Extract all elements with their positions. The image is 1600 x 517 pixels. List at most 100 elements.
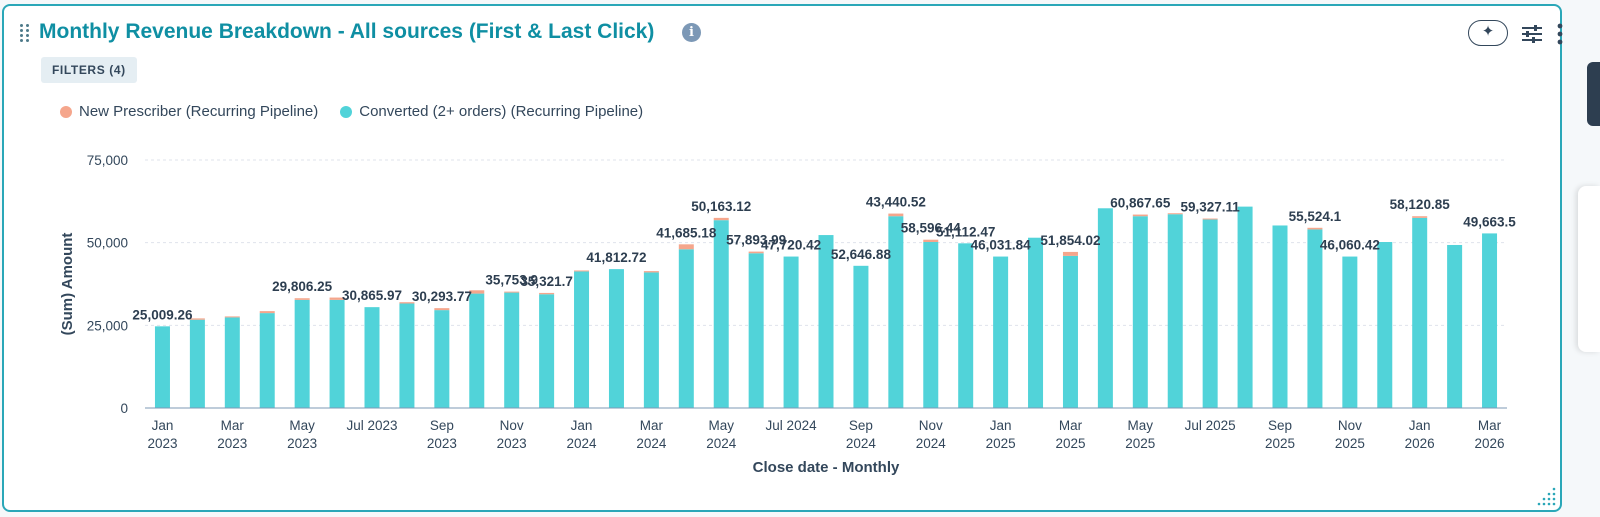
bar-new-prescriber bbox=[294, 298, 310, 300]
x-tick-label: Jul 2025 bbox=[1185, 418, 1236, 433]
legend-swatch-new-prescriber bbox=[60, 105, 72, 118]
bar-converted bbox=[1132, 216, 1148, 408]
x-tick-label: Jan bbox=[152, 418, 174, 433]
report-title: Monthly Revenue Breakdown - All sources … bbox=[39, 20, 655, 43]
bar-new-prescriber bbox=[713, 217, 729, 221]
bar-converted bbox=[1167, 214, 1183, 408]
sliders-icon[interactable] bbox=[1521, 24, 1543, 44]
bar-converted bbox=[294, 299, 310, 408]
legend-label: Converted (2+ orders) (Recurring Pipelin… bbox=[359, 103, 644, 120]
sparkle-icon[interactable]: ✦ bbox=[1468, 20, 1508, 46]
bar-converted bbox=[189, 319, 205, 408]
data-label: 43,440.52 bbox=[866, 195, 926, 210]
x-tick-label: May bbox=[289, 418, 315, 433]
x-tick-label: 2023 bbox=[287, 436, 317, 451]
bar-converted bbox=[469, 293, 485, 408]
x-tick-label: Sep bbox=[849, 418, 873, 433]
y-tick-label: 0 bbox=[120, 401, 128, 416]
bar-converted bbox=[923, 242, 939, 408]
x-tick-label: Nov bbox=[919, 418, 943, 433]
resize-handle-icon[interactable] bbox=[1532, 486, 1558, 510]
x-tick-label: 2024 bbox=[636, 436, 667, 451]
data-label: 30,293.77 bbox=[412, 289, 472, 304]
data-label: 51,854.02 bbox=[1040, 233, 1100, 248]
bar-new-prescriber bbox=[678, 244, 694, 250]
data-label: 25,009.26 bbox=[132, 307, 193, 322]
x-tick-label: 2023 bbox=[427, 436, 457, 451]
bar-converted bbox=[643, 272, 659, 408]
x-tick-label: Sep bbox=[1268, 418, 1292, 433]
bar-new-prescriber bbox=[469, 290, 485, 294]
x-tick-label: 2023 bbox=[497, 436, 527, 451]
legend-label: New Prescriber (Recurring Pipeline) bbox=[79, 103, 319, 120]
more-vertical-icon[interactable] bbox=[1557, 23, 1563, 45]
bar-new-prescriber bbox=[224, 316, 240, 318]
legend-item-new-prescriber[interactable]: New Prescriber (Recurring Pipeline) bbox=[60, 103, 318, 120]
bar-converted bbox=[434, 310, 450, 408]
bar-new-prescriber bbox=[539, 292, 555, 295]
side-panel bbox=[1578, 186, 1600, 352]
data-label: 57,893.99 bbox=[726, 233, 786, 248]
x-tick-label: 2023 bbox=[217, 436, 247, 451]
bar-converted bbox=[1307, 229, 1323, 408]
bar-new-prescriber bbox=[1412, 216, 1428, 218]
drag-handle-icon[interactable] bbox=[20, 24, 30, 46]
data-label: 55,524.1 bbox=[1289, 209, 1342, 224]
bar-converted bbox=[748, 253, 764, 408]
bar-new-prescriber bbox=[923, 239, 939, 243]
bar-converted bbox=[1028, 237, 1044, 408]
x-tick-label: Sep bbox=[430, 418, 454, 433]
data-label: 51,112.47 bbox=[936, 224, 995, 239]
side-panel-tab[interactable] bbox=[1587, 62, 1600, 126]
bar-converted bbox=[608, 269, 624, 408]
bar-new-prescriber bbox=[189, 318, 205, 320]
report-card: Monthly Revenue Breakdown - All sources … bbox=[2, 4, 1563, 512]
bar-new-prescriber bbox=[748, 251, 764, 254]
x-tick-label: Jan bbox=[1409, 418, 1431, 433]
x-tick-label: May bbox=[1128, 418, 1154, 433]
bar-converted bbox=[154, 326, 170, 408]
x-tick-label: 2024 bbox=[846, 436, 877, 451]
y-axis-title: (Sum) Amount bbox=[59, 233, 76, 336]
bar-converted bbox=[1097, 208, 1113, 408]
bar-converted bbox=[958, 243, 974, 408]
x-tick-label: 2024 bbox=[567, 436, 598, 451]
bar-converted bbox=[364, 307, 380, 408]
bar-converted bbox=[1342, 256, 1358, 408]
data-label: 58,596.44 bbox=[901, 221, 962, 236]
bar-new-prescriber bbox=[1167, 213, 1183, 215]
bar-new-prescriber bbox=[888, 213, 904, 217]
legend-swatch-converted bbox=[340, 105, 353, 118]
x-tick-label: 2023 bbox=[147, 436, 177, 451]
x-tick-label: 2025 bbox=[1125, 436, 1155, 451]
bar-converted bbox=[539, 294, 555, 408]
bar-new-prescriber bbox=[329, 297, 345, 300]
bar-new-prescriber bbox=[574, 270, 590, 272]
x-tick-label: Jul 2023 bbox=[346, 418, 397, 433]
bar-converted bbox=[1377, 242, 1393, 408]
bar-new-prescriber bbox=[1132, 214, 1148, 217]
data-label: 60,867.65 bbox=[1110, 196, 1171, 211]
bar-converted bbox=[574, 271, 590, 408]
x-tick-label: Jan bbox=[571, 418, 593, 433]
data-label: 47,720.42 bbox=[761, 238, 821, 253]
x-tick-label: Mar bbox=[221, 418, 245, 433]
filters-button[interactable]: FILTERS (4) bbox=[41, 57, 137, 83]
x-tick-label: 2026 bbox=[1405, 436, 1435, 451]
data-label: 52,646.88 bbox=[831, 247, 892, 262]
legend-item-converted[interactable]: Converted (2+ orders) (Recurring Pipelin… bbox=[340, 103, 643, 120]
data-label: 49,663.5 bbox=[1463, 214, 1516, 229]
x-axis-title: Close date - Monthly bbox=[753, 459, 900, 476]
x-tick-label: Mar bbox=[1478, 418, 1502, 433]
x-tick-label: Nov bbox=[1338, 418, 1362, 433]
info-icon[interactable]: i bbox=[682, 23, 701, 42]
data-label: 46,031.84 bbox=[971, 238, 1032, 253]
x-tick-label: 2025 bbox=[986, 436, 1016, 451]
bar-new-prescriber bbox=[504, 291, 520, 293]
y-tick-label: 50,000 bbox=[87, 236, 128, 251]
data-label: 35,321.7 bbox=[520, 274, 573, 289]
bar-converted bbox=[678, 249, 694, 408]
bar-converted bbox=[783, 256, 799, 408]
data-label: 41,812.72 bbox=[586, 250, 646, 265]
